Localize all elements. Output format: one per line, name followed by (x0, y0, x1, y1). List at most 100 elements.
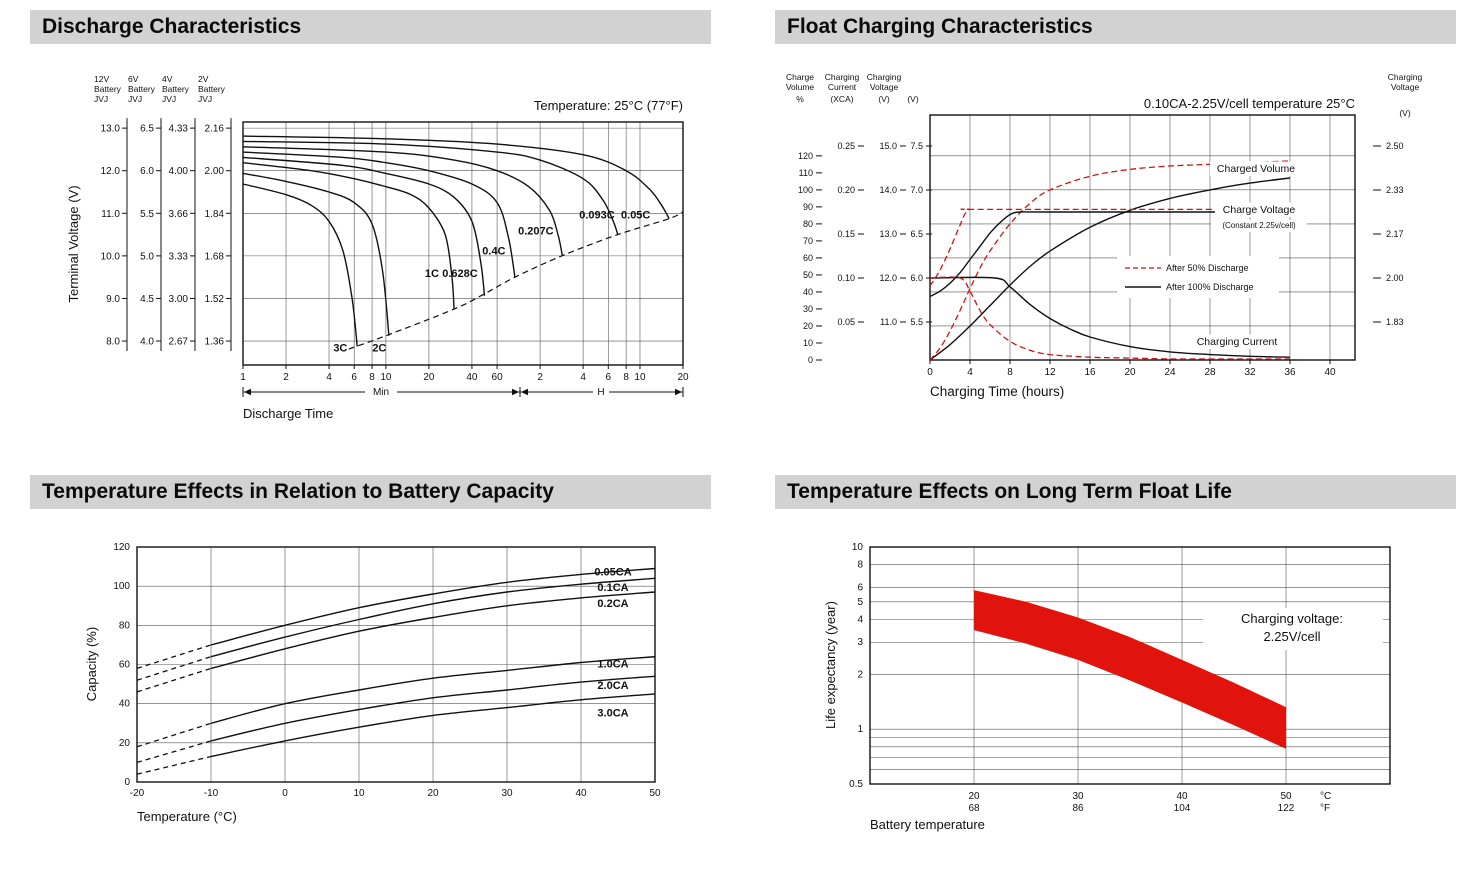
y-tick-label: 1.84 (205, 209, 225, 220)
scale-header: 12V (94, 74, 109, 84)
y-tick-label: 100 (113, 581, 130, 592)
y-tick-label: 0.25 (837, 141, 855, 151)
x-axis-title: Discharge Time (243, 406, 333, 421)
y-tick-label: 2.00 (205, 166, 225, 177)
axis-unit: % (796, 94, 804, 104)
x-tick-label: 6 (606, 372, 612, 383)
annotation-bg (1203, 608, 1383, 650)
scale-header: Battery (128, 84, 156, 94)
y-tick-label: 13.0 (879, 229, 897, 239)
y-tick-label: 6.0 (910, 273, 923, 283)
x-tick-label-f: 86 (1072, 803, 1084, 814)
axis-unit: (V) (878, 94, 890, 104)
x-tick-label: 2 (283, 372, 289, 383)
y-tick-label: 120 (113, 542, 130, 553)
annotation-line-1: Charging voltage: (1241, 611, 1343, 626)
chart-note: 0.10CA-2.25V/cell temperature 25°C (1144, 96, 1355, 111)
x-tick-label: 40 (466, 372, 478, 383)
capacity-curve-dashed (136, 667, 212, 693)
y-tick-label: 6.5 (140, 124, 154, 135)
y-tick-label: 2 (857, 669, 863, 680)
y-tick-label: 1.83 (1386, 317, 1404, 327)
axis-header: Charge (786, 72, 814, 82)
x-axis-title: Battery temperature (870, 817, 985, 832)
axis-header: Current (828, 82, 857, 92)
y-tick-label: 2.67 (169, 337, 189, 348)
label-bg (1210, 161, 1302, 176)
x-tick-label: 8 (623, 372, 629, 383)
x-tick-label-c: 30 (1072, 791, 1084, 802)
axis-unit: (V) (1399, 108, 1411, 118)
x-tick-label: 40 (575, 788, 587, 799)
discharge-curve (242, 183, 358, 347)
float-charging-panel: Float Charging Characteristics 0 4 8 12 16 20… (775, 10, 1456, 464)
y-tick-label: 8.0 (106, 337, 120, 348)
y-tick-label: 10 (852, 542, 864, 553)
series-label: 2C (372, 343, 386, 355)
y-tick-label: 11.0 (101, 209, 120, 220)
y-tick-label: 20 (119, 738, 131, 749)
series-label: 3C (333, 343, 347, 355)
scale-header: Battery (198, 84, 226, 94)
y-tick-label: 3.00 (169, 294, 189, 305)
charge-voltage-after-50 (929, 208, 1290, 287)
axis-header: Volume (786, 82, 815, 92)
legend-label: After 50% Discharge (1166, 263, 1249, 273)
discharge-curve (242, 156, 486, 296)
series-label: 0.207C (518, 226, 554, 238)
x-unit-celsius: °C (1320, 791, 1331, 802)
arrowhead-icon (244, 388, 251, 396)
series-label: 1C (425, 268, 439, 280)
x-tick-label: 40 (1324, 367, 1336, 378)
x-tick-label: 4 (967, 367, 973, 378)
y-tick-label: 6.0 (140, 166, 154, 177)
x-tick-label: 2 (537, 372, 543, 383)
discharge-curve (242, 135, 670, 219)
y-tick-label: 60 (803, 253, 813, 263)
y-axis-title: Life expectancy (year) (823, 601, 838, 729)
axis-unit: (V) (907, 94, 919, 104)
label-bg (1211, 220, 1307, 232)
x-axis-title: Temperature (°C) (137, 809, 237, 824)
y-tick-label: 1.52 (205, 294, 225, 305)
x-tick-label: 60 (492, 372, 504, 383)
series-label: 0.2CA (597, 598, 628, 610)
discharge-curve (242, 151, 516, 278)
temp-capacity-chart: -20 -10 0 10 20 30 40 50 0 20 40 60 80 100 120 Capacity… (84, 542, 661, 824)
y-tick-label: 80 (803, 219, 813, 229)
charging-current-after-50 (929, 276, 1290, 360)
y-tick-label: 8 (857, 560, 863, 571)
x-tick-label-f: 104 (1174, 803, 1191, 814)
arrowhead-icon (521, 388, 528, 396)
y-tick-label: 110 (799, 168, 813, 178)
x-tick-label: 8 (369, 372, 375, 383)
series-label: 1.0CA (597, 659, 628, 671)
y-tick-label: 12.0 (101, 166, 121, 177)
y-tick-label: 1 (857, 724, 863, 735)
x-tick-label: 0 (927, 367, 933, 378)
x-tick-label: 30 (501, 788, 513, 799)
series-label: 0.093C (579, 210, 615, 222)
temp-capacity-panel: Temperature Effects in Relation to Batte… (30, 475, 711, 849)
y-tick-label: 2.50 (1386, 141, 1404, 151)
charge-voltage-after-100 (929, 211, 1290, 298)
y-tick-label: 4.0 (140, 337, 154, 348)
label-bg (1215, 202, 1303, 217)
y-tick-label: 80 (119, 620, 131, 631)
final-voltage-dashed-curve (348, 211, 684, 350)
x-tick-label: 10 (353, 788, 365, 799)
curve-label: (Constant 2.25v/cell) (1222, 221, 1296, 230)
float-life-panel-title: Temperature Effects on Long Term Float L… (775, 475, 1456, 509)
y-axis-title: Terminal Voltage (V) (66, 185, 81, 302)
label-bg (1190, 334, 1284, 349)
series-label: 0.05C (621, 210, 650, 222)
x-tick-label: 12 (1044, 367, 1056, 378)
series-label: 0.4C (482, 246, 505, 258)
capacity-curve (210, 591, 656, 670)
y-tick-label: 3 (857, 637, 863, 648)
y-tick-label: 5.5 (910, 317, 923, 327)
y-tick-label: 60 (119, 660, 131, 671)
y-tick-label: 0.5 (849, 779, 863, 790)
discharge-curve (242, 162, 455, 310)
